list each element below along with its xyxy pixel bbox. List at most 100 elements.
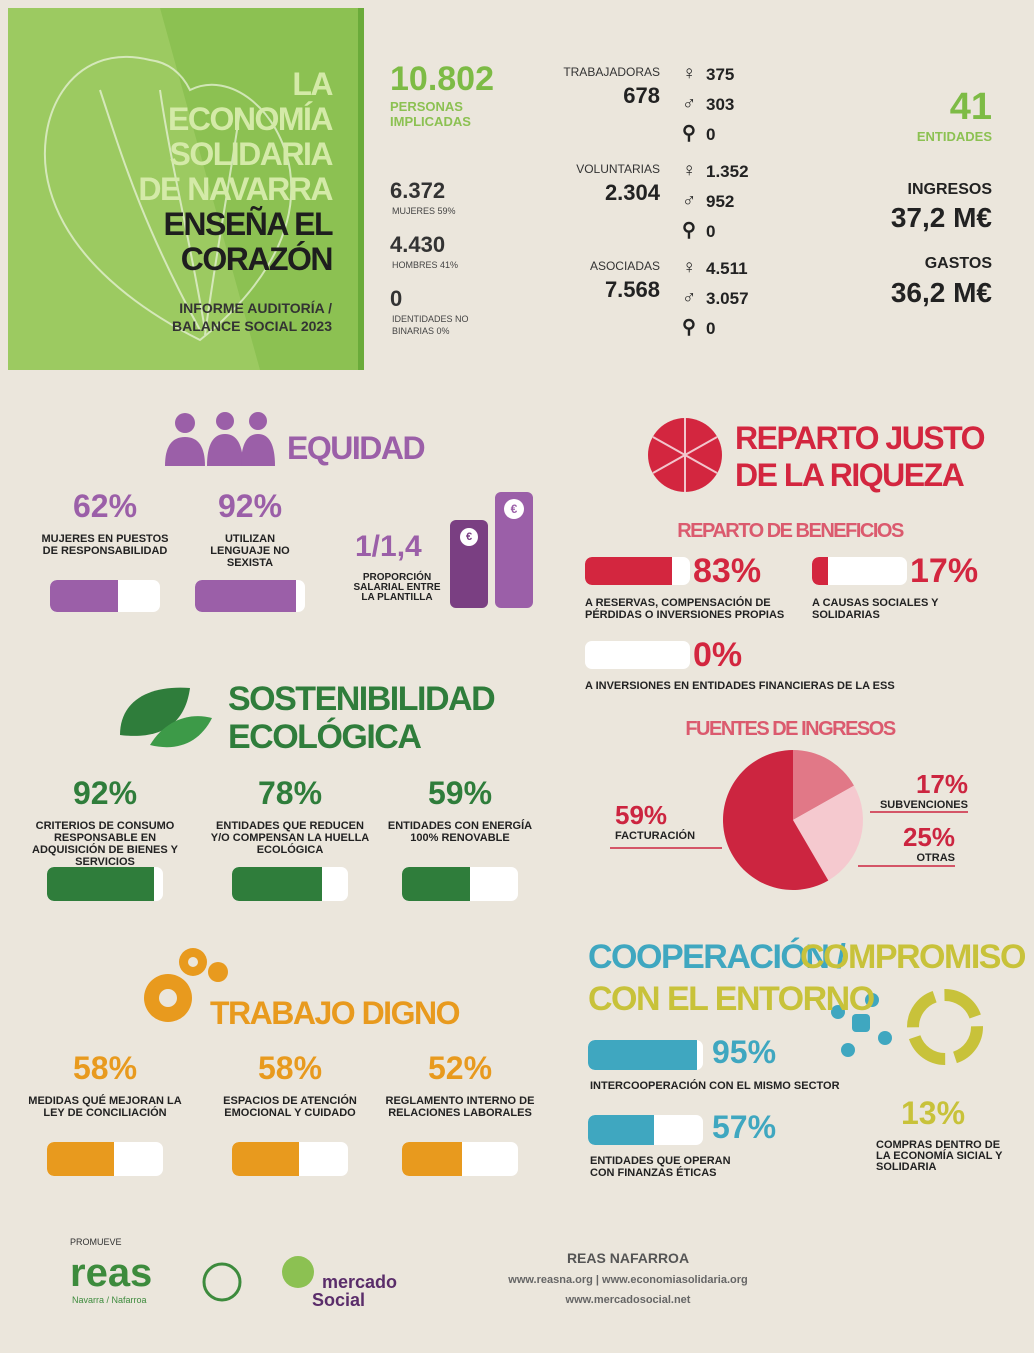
gender-count: 0 bbox=[706, 222, 716, 241]
text: 10.802 bbox=[390, 60, 494, 98]
gender-count: 0 bbox=[706, 319, 716, 338]
text: EQUIDAD bbox=[287, 430, 426, 466]
gender-symbol: ♂ bbox=[682, 287, 697, 308]
text: 36,2 M€ bbox=[890, 277, 992, 308]
progress-fill bbox=[195, 580, 297, 612]
percent: 57% bbox=[712, 1109, 777, 1145]
item-text: MEDIDAS QUÉ MEJORAN LA LEY DE CONCILIACI… bbox=[28, 1095, 182, 1120]
mercado-logo bbox=[282, 1256, 314, 1288]
gender-count: 375 bbox=[706, 65, 735, 84]
progress-track bbox=[585, 557, 690, 585]
text: € bbox=[465, 531, 473, 543]
salary-column bbox=[495, 492, 533, 608]
coin bbox=[504, 499, 524, 519]
text: COMPROMISO bbox=[800, 938, 1026, 976]
text: www.reasna.org | www.economiasolidaria.o… bbox=[508, 1274, 748, 1286]
item-text: INTERCOOPERACIÓN CON EL MISMO SECTOR bbox=[590, 1080, 840, 1092]
progress-fill bbox=[812, 557, 829, 585]
shape bbox=[99, 89, 241, 336]
percent: 92% bbox=[72, 775, 138, 811]
gender-symbol: ⚲ bbox=[682, 123, 696, 144]
shape bbox=[216, 412, 234, 430]
percent: 0% bbox=[693, 636, 743, 674]
shape bbox=[159, 989, 177, 1007]
text: SOSTENIBILIDAD bbox=[228, 680, 496, 718]
text: COMPRAS DENTRO DE LA ECONOMÍA SICIAL Y S… bbox=[876, 1139, 1003, 1173]
text: 6.372 bbox=[390, 178, 446, 203]
shape bbox=[841, 1043, 855, 1057]
gender-symbol: ♀ bbox=[682, 257, 697, 278]
progress-fill bbox=[402, 867, 471, 901]
text: 17% bbox=[915, 769, 968, 799]
gender-count: 1.352 bbox=[706, 162, 749, 181]
item-text: REGLAMENTO INTERNO DE RELACIONES LABORAL… bbox=[385, 1095, 535, 1120]
text: TRABAJO DIGNO bbox=[210, 995, 460, 1031]
leaf-icon bbox=[120, 687, 212, 748]
text: 0 bbox=[390, 286, 403, 311]
text: ENSEÑA EL bbox=[163, 206, 334, 242]
progress-track bbox=[588, 1115, 703, 1145]
gear-icon bbox=[144, 948, 228, 1022]
text: BALANCE SOCIAL 2023 bbox=[171, 318, 332, 334]
progress-fill bbox=[585, 557, 673, 585]
text: CORAZÓN bbox=[180, 241, 334, 277]
shape bbox=[852, 1014, 870, 1032]
progress-track bbox=[402, 1142, 518, 1176]
progress-track bbox=[47, 867, 163, 901]
progress-fill bbox=[232, 867, 323, 901]
text: COOPERACIÓN / bbox=[588, 938, 846, 976]
progress-track bbox=[588, 1040, 703, 1070]
item-text: ESPACIOS DE ATENCIÓN EMOCIONAL Y CUIDADO bbox=[223, 1095, 357, 1120]
text: INFORME AUDITORÍA / bbox=[179, 300, 332, 316]
text: IDENTIDADES NO BINARIAS 0% bbox=[392, 314, 469, 336]
text: REAS NAFARROA bbox=[566, 1250, 690, 1266]
reas-globe bbox=[202, 1262, 242, 1302]
shape bbox=[175, 413, 195, 433]
gender-symbol: ⚲ bbox=[682, 317, 696, 338]
progress-fill bbox=[588, 1040, 698, 1070]
text: 59% bbox=[615, 800, 668, 830]
text: Social bbox=[312, 1290, 366, 1310]
text: REPARTO JUSTO bbox=[735, 420, 986, 456]
progress-fill bbox=[47, 867, 154, 901]
text: FUENTES DE INGRESOS bbox=[685, 718, 896, 740]
pie-slice bbox=[793, 785, 863, 881]
shape bbox=[652, 454, 686, 474]
text: € bbox=[510, 502, 518, 516]
gender-symbol: ♂ bbox=[682, 190, 697, 211]
group-total: 678 bbox=[623, 83, 660, 108]
progress-track bbox=[585, 641, 690, 669]
progress-fill bbox=[50, 580, 119, 612]
group-label: ASOCIADAS bbox=[589, 259, 660, 273]
text: ENTIDADES bbox=[916, 129, 992, 144]
text: PROMUEVE bbox=[70, 1237, 122, 1247]
shape bbox=[241, 434, 275, 466]
shape bbox=[684, 454, 718, 474]
text: DE LA RIQUEZA bbox=[735, 457, 965, 493]
progress-track bbox=[232, 867, 348, 901]
text: INGRESOS bbox=[907, 181, 992, 198]
header-edge bbox=[358, 8, 364, 370]
item-text: ENTIDADES QUE REDUCEN Y/O COMPENSAN LA H… bbox=[210, 820, 370, 857]
progress-track bbox=[50, 580, 160, 612]
pie-slice bbox=[793, 750, 854, 820]
gender-count: 952 bbox=[706, 192, 735, 211]
people-icon bbox=[165, 412, 275, 466]
gender-count: 3.057 bbox=[706, 289, 749, 308]
shape bbox=[831, 1005, 845, 1019]
percent: 59% bbox=[427, 775, 493, 811]
shape bbox=[165, 437, 205, 466]
item-text: A RESERVAS, COMPENSACIÓN DE PÉRDIDAS O I… bbox=[585, 597, 785, 622]
progress-track bbox=[195, 580, 305, 612]
text: www.mercadosocial.net bbox=[565, 1294, 691, 1306]
text: reas bbox=[70, 1251, 153, 1295]
text: ECOLÓGICA bbox=[228, 718, 422, 756]
percent: 92% bbox=[217, 488, 283, 524]
shape bbox=[865, 993, 879, 1007]
percent: 17% bbox=[910, 552, 979, 590]
text: DE NAVARRA bbox=[138, 171, 333, 207]
cycle-icon bbox=[907, 989, 983, 1065]
item-text: CRITERIOS DE CONSUMO RESPONSABLE EN ADQU… bbox=[32, 820, 178, 869]
progress-track bbox=[402, 867, 518, 901]
percent: 58% bbox=[72, 1050, 138, 1086]
